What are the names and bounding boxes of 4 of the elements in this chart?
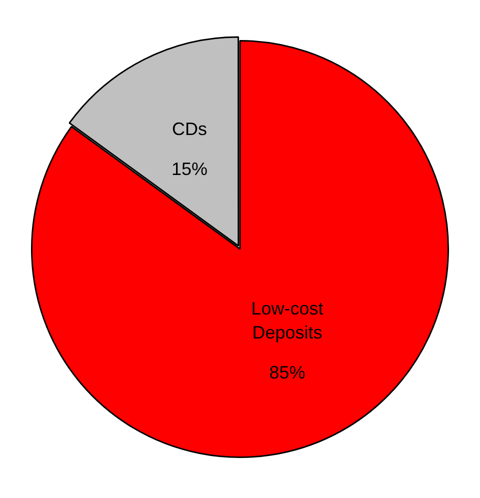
slice-label: Low-cost Deposits xyxy=(251,298,324,343)
slice-label: CDs xyxy=(172,118,208,139)
data-label: 85% xyxy=(269,362,306,383)
data-label: 15% xyxy=(172,158,208,179)
